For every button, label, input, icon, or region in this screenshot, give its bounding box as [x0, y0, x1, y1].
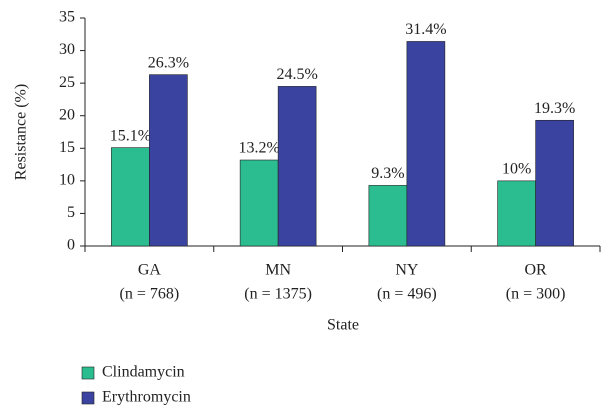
x-tick-label: GA [138, 262, 162, 279]
y-axis-label: Resistance (%) [13, 84, 30, 180]
x-axis-label: State [327, 317, 359, 334]
bar [239, 159, 279, 247]
x-tick-label: NY [395, 262, 419, 279]
legend-label: Erythromycin [102, 389, 191, 406]
data-label: 10% [502, 161, 531, 178]
x-tick-note: (n = 768) [120, 286, 180, 303]
data-label: 9.3% [371, 165, 404, 182]
bar [406, 41, 446, 247]
bar [111, 147, 150, 247]
y-tick-label: 25 [59, 74, 75, 91]
data-label: 24.5% [276, 66, 317, 83]
x-tick-label: MN [265, 262, 291, 279]
y-tick-label: 0 [67, 237, 75, 254]
bar [497, 180, 536, 247]
x-tick-note: (n = 496) [377, 286, 437, 303]
legend-swatch [81, 391, 95, 405]
y-tick-label: 35 [59, 9, 75, 26]
y-tick-label: 20 [59, 106, 75, 123]
y-tick-label: 15 [59, 139, 75, 156]
y-tick-label: 5 [67, 204, 75, 221]
y-tick-label: 10 [59, 172, 75, 189]
x-tick-note: (n = 1375) [244, 286, 312, 303]
data-label: 31.4% [405, 21, 446, 38]
bar [368, 185, 408, 247]
data-label: 13.2% [238, 140, 279, 157]
x-tick-note: (n = 300) [506, 286, 566, 303]
legend-label: Clindamycin [102, 364, 185, 381]
x-tick-label: OR [525, 262, 548, 279]
data-label: 15.1% [110, 127, 151, 144]
bar [277, 86, 317, 247]
bar [535, 119, 574, 247]
bar [149, 74, 188, 247]
legend-swatch [81, 366, 95, 380]
data-label: 19.3% [534, 100, 575, 117]
data-label: 26.3% [148, 54, 189, 71]
y-tick-label: 30 [59, 41, 75, 58]
